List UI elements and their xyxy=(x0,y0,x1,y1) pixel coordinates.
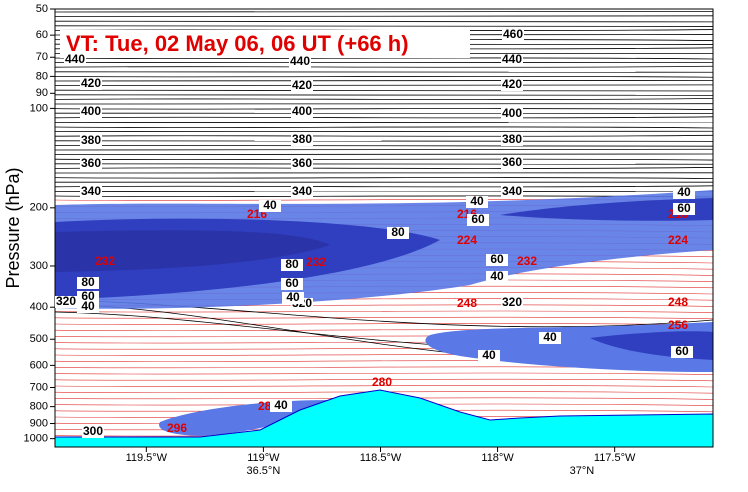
theta-label: 440 xyxy=(65,52,85,66)
y-tick-label: 80 xyxy=(36,70,48,82)
y-tick-label: 300 xyxy=(30,260,48,272)
x-tick-label: 119°W xyxy=(247,452,280,464)
temperature-label: 248 xyxy=(457,296,477,310)
y-tick-label: 1000 xyxy=(24,433,48,445)
wind_speed-label: 60 xyxy=(471,212,485,226)
wind_speed-label: 40 xyxy=(677,185,691,199)
theta-label: 440 xyxy=(502,52,522,66)
temperature-label: 280 xyxy=(372,375,392,389)
y-tick-label: 70 xyxy=(36,51,48,63)
theta-label: 300 xyxy=(83,424,103,438)
temperature-label: 224 xyxy=(457,233,477,247)
theta-label: 340 xyxy=(502,184,522,198)
y-tick-label: 60 xyxy=(36,29,48,41)
wind_speed-label: 80 xyxy=(81,275,95,289)
wind_speed-label: 80 xyxy=(285,257,299,271)
temperature-label: 256 xyxy=(668,318,688,332)
wind_speed-label: 60 xyxy=(285,276,299,290)
wind_speed-label: 40 xyxy=(81,299,95,313)
chart-title: VT: Tue, 02 May 06, 06 UT (+66 h) xyxy=(66,31,409,56)
x-tick-label: 119.5°W xyxy=(126,452,168,464)
wind_speed-label: 60 xyxy=(490,252,504,266)
y-tick-label: 900 xyxy=(30,417,48,429)
wind_speed-label: 40 xyxy=(482,348,496,362)
y-axis-label: Pressure (hPa) xyxy=(3,167,23,288)
wind_speed-label: 40 xyxy=(263,198,277,212)
theta-label: 320 xyxy=(56,294,76,308)
wind_speed-label: 60 xyxy=(677,201,691,215)
theta-label: 380 xyxy=(502,132,522,146)
wind_speed-label: 40 xyxy=(470,194,484,208)
theta-label: 360 xyxy=(292,156,312,170)
temperature-label: 248 xyxy=(668,295,688,309)
temperature-label: 232 xyxy=(95,254,115,268)
wind_speed-label: 40 xyxy=(286,290,300,304)
temperature-label: 232 xyxy=(517,254,537,268)
temperature-label: 224 xyxy=(668,233,688,247)
y-tick-label: 100 xyxy=(30,102,48,114)
theta-label: 460 xyxy=(503,27,523,41)
wind_speed-label: 40 xyxy=(543,330,557,344)
lat-tick-label: 36.5°N xyxy=(247,465,281,477)
temperature-label: 296 xyxy=(167,421,187,435)
theta-label: 340 xyxy=(292,184,312,198)
theta-label: 400 xyxy=(81,104,101,118)
theta-label: 360 xyxy=(81,156,101,170)
theta-label: 320 xyxy=(502,295,522,309)
theta-label: 420 xyxy=(81,76,101,90)
theta-label: 340 xyxy=(81,184,101,198)
wind_speed-label: 40 xyxy=(274,398,288,412)
theta-label: 400 xyxy=(292,104,312,118)
y-tick-label: 500 xyxy=(30,333,48,345)
x-tick-label: 118°W xyxy=(481,452,514,464)
y-tick-label: 50 xyxy=(36,3,48,15)
y-tick-label: 90 xyxy=(36,87,48,99)
y-tick-label: 400 xyxy=(30,301,48,313)
wind_speed-label: 80 xyxy=(391,225,405,239)
theta-label: 420 xyxy=(502,77,522,91)
theta-label: 360 xyxy=(502,155,522,169)
temperature-label: 232 xyxy=(306,255,326,269)
y-tick-label: 700 xyxy=(30,381,48,393)
theta-line xyxy=(55,72,713,73)
wind_speed-label: 40 xyxy=(490,269,504,283)
wind_speed-label: 60 xyxy=(675,344,689,358)
theta-label: 380 xyxy=(81,133,101,147)
x-tick-label: 117.5°W xyxy=(594,452,636,464)
theta-label: 400 xyxy=(502,106,522,120)
theta-label: 380 xyxy=(292,132,312,146)
y-tick-label: 800 xyxy=(30,401,48,413)
theta-label: 440 xyxy=(290,54,310,68)
y-tick-label: 200 xyxy=(30,202,48,214)
lat-tick-label: 37°N xyxy=(570,465,595,477)
y-tick-label: 600 xyxy=(30,359,48,371)
theta-label: 420 xyxy=(292,78,312,92)
x-tick-label: 118.5°W xyxy=(360,452,402,464)
